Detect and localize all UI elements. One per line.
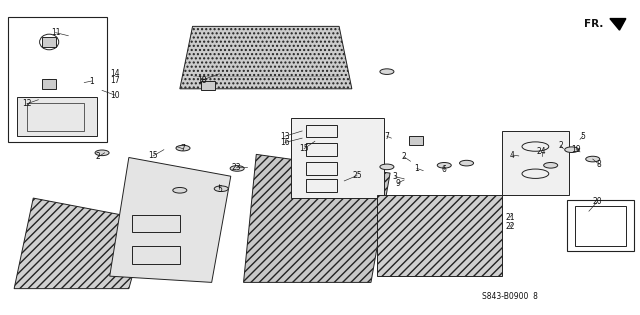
Ellipse shape	[230, 166, 244, 171]
Ellipse shape	[176, 145, 190, 151]
Text: 9: 9	[396, 179, 400, 188]
Text: 10: 10	[110, 90, 120, 100]
Ellipse shape	[564, 147, 579, 152]
Text: 13: 13	[280, 132, 290, 141]
Text: 18: 18	[197, 76, 207, 84]
Polygon shape	[244, 154, 390, 282]
Ellipse shape	[437, 163, 451, 168]
Bar	[306, 162, 337, 175]
Bar	[42, 79, 56, 89]
Text: 14: 14	[110, 69, 120, 78]
Ellipse shape	[543, 163, 557, 168]
Text: 19: 19	[572, 145, 581, 154]
Text: 20: 20	[593, 197, 602, 206]
Polygon shape	[378, 195, 502, 276]
Text: 5: 5	[217, 185, 221, 194]
Text: 25: 25	[352, 171, 362, 180]
Text: FR.: FR.	[584, 19, 604, 29]
Ellipse shape	[173, 187, 187, 193]
Text: 3: 3	[393, 172, 397, 181]
Text: 1: 1	[90, 77, 94, 85]
Text: 7: 7	[385, 132, 389, 141]
Bar	[27, 103, 84, 131]
Bar	[132, 215, 180, 232]
Ellipse shape	[586, 156, 600, 162]
Bar	[306, 179, 337, 192]
Text: 17: 17	[110, 76, 120, 84]
Bar	[42, 37, 56, 47]
Bar	[202, 81, 216, 90]
Text: 12: 12	[22, 99, 31, 108]
Text: 11: 11	[51, 28, 60, 37]
Text: 24: 24	[537, 147, 547, 156]
Ellipse shape	[380, 69, 394, 74]
Text: 22: 22	[505, 222, 515, 231]
Text: 1: 1	[415, 164, 419, 173]
Ellipse shape	[380, 164, 394, 170]
Text: 21: 21	[505, 213, 515, 222]
Bar	[502, 131, 568, 195]
Text: 6: 6	[442, 165, 447, 174]
Polygon shape	[109, 158, 231, 282]
Text: 15: 15	[148, 152, 158, 160]
Polygon shape	[610, 19, 626, 30]
Text: S843-B0900  8: S843-B0900 8	[483, 292, 538, 301]
Text: 4: 4	[510, 151, 515, 159]
Text: 15: 15	[300, 144, 309, 153]
Text: 5: 5	[580, 132, 585, 141]
Text: 2: 2	[96, 152, 100, 161]
Bar	[291, 118, 384, 198]
Polygon shape	[14, 198, 148, 289]
Ellipse shape	[460, 160, 474, 166]
Ellipse shape	[95, 150, 109, 156]
Bar	[306, 143, 337, 156]
Bar	[132, 246, 180, 264]
Bar	[8, 17, 106, 142]
Bar	[575, 206, 626, 246]
Polygon shape	[180, 26, 352, 89]
Bar	[567, 200, 634, 251]
Text: 16: 16	[280, 138, 290, 147]
Text: 23: 23	[231, 163, 241, 172]
Text: 2: 2	[402, 152, 406, 161]
Ellipse shape	[214, 186, 228, 192]
Bar	[306, 125, 337, 137]
Polygon shape	[17, 97, 97, 136]
Text: 2: 2	[559, 141, 563, 150]
Text: 8: 8	[596, 160, 602, 169]
Text: 7: 7	[180, 144, 186, 153]
Bar	[408, 136, 422, 145]
